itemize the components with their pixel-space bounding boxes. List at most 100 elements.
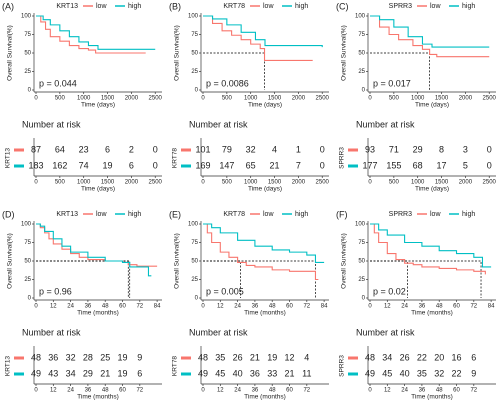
x-tick-label: 48 bbox=[102, 304, 109, 310]
x-tick-label: 2500 bbox=[316, 96, 330, 102]
risk-x-tick-label: 500 bbox=[389, 180, 400, 186]
risk-count: 17 bbox=[437, 160, 447, 170]
survival-curve bbox=[36, 223, 158, 267]
y-tick-label: 100 bbox=[355, 14, 366, 20]
risk-x-tick-label: 1500 bbox=[435, 180, 449, 186]
risk-count: 22 bbox=[452, 368, 462, 378]
y-tick-label: 75 bbox=[358, 32, 365, 38]
x-tick-label: 0 bbox=[368, 96, 372, 102]
risk-x-tick-label: 12 bbox=[384, 388, 391, 394]
risk-count: 79 bbox=[222, 144, 232, 154]
y-axis-label: Overall Survival(%) bbox=[174, 233, 181, 289]
risk-row-key bbox=[348, 356, 358, 360]
risk-count: 35 bbox=[215, 352, 225, 362]
x-tick-label: 1500 bbox=[435, 96, 449, 102]
risk-count: 21 bbox=[270, 160, 280, 170]
x-axis-label: Time (months) bbox=[77, 310, 119, 317]
y-axis-label: Overall Survival(%) bbox=[7, 233, 14, 289]
x-tick-label: 72 bbox=[303, 304, 310, 310]
risk-count: 4 bbox=[304, 352, 309, 362]
risk-title: Number at risk bbox=[189, 327, 248, 337]
y-axis-label: Overall Survival(%) bbox=[341, 25, 348, 81]
y-tick-label: 75 bbox=[24, 32, 31, 38]
p-value: p = 0.044 bbox=[39, 78, 77, 88]
x-axis-label: Time (days) bbox=[415, 102, 449, 109]
risk-count: 19 bbox=[103, 160, 113, 170]
risk-row-key bbox=[14, 148, 24, 152]
risk-count: 21 bbox=[100, 368, 110, 378]
y-tick-label: 100 bbox=[21, 222, 32, 228]
y-tick-label: 50 bbox=[191, 51, 198, 57]
p-value: p = 0.02 bbox=[373, 286, 406, 296]
risk-count: 0 bbox=[153, 144, 158, 154]
survival-curve bbox=[36, 223, 152, 277]
risk-count: 49 bbox=[198, 368, 208, 378]
x-tick-label: 0 bbox=[368, 304, 372, 310]
risk-count: 65 bbox=[246, 160, 256, 170]
risk-count: 0 bbox=[320, 160, 325, 170]
legend-label: low bbox=[263, 211, 274, 218]
y-tick-label: 25 bbox=[24, 277, 31, 283]
y-tick-label: 25 bbox=[358, 277, 365, 283]
risk-x-tick-label: 0 bbox=[201, 388, 205, 394]
risk-row-key bbox=[181, 372, 191, 376]
risk-x-tick-label: 1000 bbox=[244, 180, 258, 186]
risk-y-label: SPRR3 bbox=[339, 355, 346, 377]
risk-x-tick-label: 12 bbox=[50, 388, 57, 394]
risk-count: 43 bbox=[48, 368, 58, 378]
risk-count: 49 bbox=[31, 368, 41, 378]
risk-y-label: KRT78 bbox=[172, 356, 179, 376]
risk-count: 35 bbox=[417, 368, 427, 378]
risk-count: 48 bbox=[365, 352, 375, 362]
panel-label: (C) bbox=[336, 1, 349, 11]
risk-count: 0 bbox=[487, 144, 492, 154]
legend-label: low bbox=[96, 211, 107, 218]
x-tick-label: 12 bbox=[384, 304, 391, 310]
x-tick-label: 24 bbox=[67, 304, 74, 310]
risk-row-key bbox=[348, 372, 358, 376]
x-tick-label: 36 bbox=[252, 304, 259, 310]
x-tick-label: 500 bbox=[389, 96, 400, 102]
risk-x-tick-label: 1500 bbox=[101, 180, 115, 186]
p-value: p = 0.96 bbox=[39, 286, 72, 296]
risk-x-tick-label: 12 bbox=[217, 388, 224, 394]
risk-x-tick-label: 48 bbox=[436, 388, 443, 394]
x-tick-label: 500 bbox=[222, 96, 233, 102]
risk-x-tick-label: 24 bbox=[234, 388, 241, 394]
y-axis-label: Overall Survival(%) bbox=[174, 25, 181, 81]
survival-curve bbox=[203, 223, 325, 264]
risk-count: 5 bbox=[463, 160, 468, 170]
x-tick-label: 60 bbox=[286, 304, 293, 310]
risk-row-key bbox=[14, 372, 24, 376]
x-tick-label: 0 bbox=[201, 96, 205, 102]
risk-count: 9 bbox=[137, 352, 142, 362]
risk-count: 0 bbox=[153, 160, 158, 170]
risk-x-label: Time (months) bbox=[244, 394, 286, 401]
risk-row-key bbox=[348, 148, 358, 152]
risk-count: 87 bbox=[31, 144, 41, 154]
x-tick-label: 1500 bbox=[268, 96, 282, 102]
x-tick-label: 36 bbox=[85, 304, 92, 310]
risk-row-key bbox=[181, 148, 191, 152]
risk-count: 19 bbox=[118, 368, 128, 378]
risk-count: 26 bbox=[400, 352, 410, 362]
risk-count: 71 bbox=[389, 144, 399, 154]
y-tick-label: 75 bbox=[191, 240, 198, 246]
y-tick-label: 0 bbox=[28, 88, 32, 94]
x-tick-label: 84 bbox=[321, 304, 328, 310]
risk-count: 74 bbox=[79, 160, 89, 170]
risk-count: 45 bbox=[215, 368, 225, 378]
survival-curve bbox=[36, 15, 146, 54]
p-value: p = 0.005 bbox=[206, 286, 244, 296]
risk-count: 101 bbox=[195, 144, 210, 154]
risk-count: 48 bbox=[31, 352, 41, 362]
risk-x-tick-label: 36 bbox=[419, 388, 426, 394]
x-axis-label: Time (months) bbox=[411, 310, 453, 317]
x-tick-label: 2000 bbox=[125, 96, 139, 102]
risk-x-label: Time (days) bbox=[248, 186, 282, 193]
x-axis-label: Time (months) bbox=[244, 310, 286, 317]
y-tick-label: 0 bbox=[362, 296, 366, 302]
legend-label: high bbox=[128, 3, 141, 10]
risk-count: 32 bbox=[246, 144, 256, 154]
risk-count: 16 bbox=[452, 352, 462, 362]
